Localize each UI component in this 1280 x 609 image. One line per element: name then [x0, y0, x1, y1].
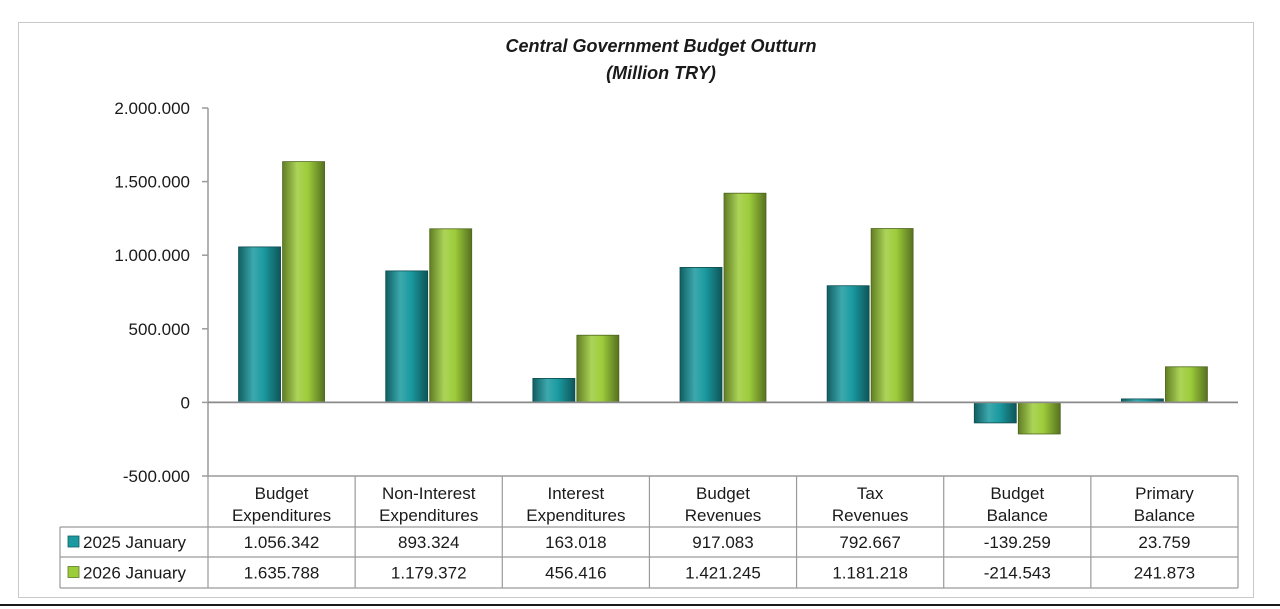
- category-label: Revenues: [832, 506, 909, 525]
- data-label: -214.543: [984, 564, 1051, 583]
- legend-label: 2026 January: [83, 564, 187, 583]
- legend-key: [67, 566, 80, 578]
- data-label: 1.421.245: [685, 564, 761, 583]
- data-label: 1.181.218: [832, 564, 908, 583]
- y-tick-label: 500.000: [129, 320, 190, 339]
- chart-frame: [18, 22, 1254, 598]
- category-label: Expenditures: [526, 506, 625, 525]
- data-label: 456.416: [545, 564, 606, 583]
- chart-title: Central Government Budget Outturn: [505, 36, 816, 56]
- bar: [385, 270, 429, 403]
- data-label: 893.324: [398, 533, 459, 552]
- bottom-divider: [0, 604, 1280, 606]
- bar: [532, 378, 576, 403]
- category-label: Expenditures: [379, 506, 478, 525]
- y-tick-label: 2.000.000: [114, 99, 190, 118]
- bar: [576, 334, 620, 403]
- bar: [723, 192, 767, 403]
- category-label: Balance: [1134, 506, 1195, 525]
- data-label: 241.873: [1134, 564, 1195, 583]
- category-label: Interest: [548, 484, 605, 503]
- bar: [282, 161, 325, 403]
- category-label: Primary: [1135, 484, 1194, 503]
- y-tick-label: 0: [181, 393, 190, 412]
- bar: [826, 285, 870, 403]
- bar: [1017, 401, 1061, 435]
- data-label: 917.083: [692, 533, 753, 552]
- data-label: 792.667: [839, 533, 900, 552]
- data-label: -139.259: [984, 533, 1051, 552]
- category-label: Non-Interest: [382, 484, 476, 503]
- bar: [973, 401, 1017, 424]
- data-label: 23.759: [1138, 533, 1190, 552]
- chart-subtitle: (Million TRY): [606, 63, 716, 83]
- y-tick-label: -500.000: [123, 467, 190, 486]
- category-label: Budget: [990, 484, 1044, 503]
- category-label: Balance: [987, 506, 1048, 525]
- y-tick-label: 1.500.000: [114, 173, 190, 192]
- category-label: Tax: [857, 484, 884, 503]
- data-label: 1.056.342: [244, 533, 320, 552]
- data-label: 1.179.372: [391, 564, 467, 583]
- data-label: 1.635.788: [244, 564, 320, 583]
- legend-key: [67, 535, 80, 548]
- bar: [870, 228, 914, 403]
- category-label: Expenditures: [232, 506, 331, 525]
- bar: [429, 228, 473, 403]
- data-label: 163.018: [545, 533, 606, 552]
- bar: [679, 267, 723, 403]
- category-label: Budget: [255, 484, 309, 503]
- category-label: Budget: [696, 484, 750, 503]
- y-tick-label: 1.000.000: [114, 246, 190, 265]
- legend-label: 2025 January: [83, 533, 187, 552]
- bar: [238, 246, 281, 403]
- category-label: Revenues: [685, 506, 762, 525]
- bar: [1165, 366, 1208, 403]
